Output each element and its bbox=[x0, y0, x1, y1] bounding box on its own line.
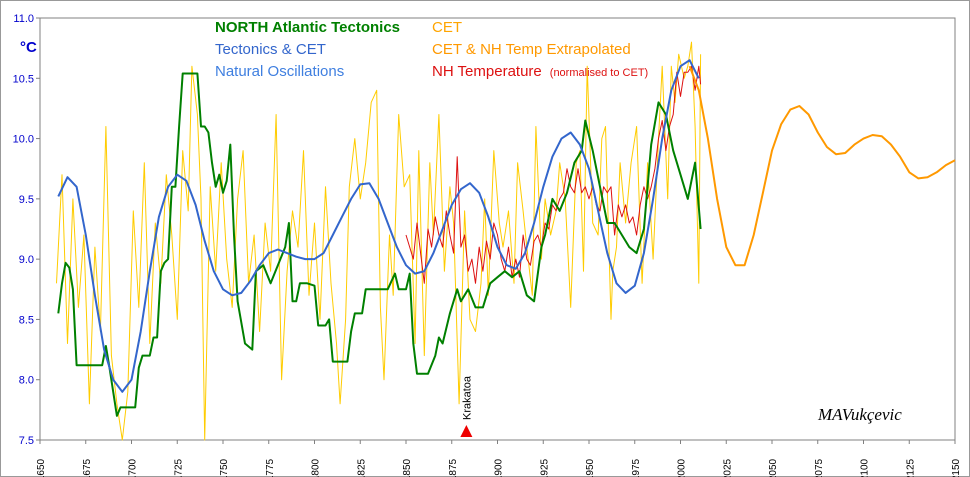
legend-note: (normalised to CET) bbox=[550, 67, 648, 79]
krakatoa-marker bbox=[460, 425, 473, 437]
plot-area bbox=[39, 17, 956, 441]
y-tick-label: 8.0 bbox=[19, 375, 34, 387]
legend-entry: Tectonics & CET bbox=[215, 41, 326, 58]
legend-entry: Natural Oscillations bbox=[215, 63, 344, 80]
legend-entry: NORTH Atlantic Tectonics bbox=[215, 19, 400, 36]
x-tick-label: 1750 bbox=[219, 458, 230, 477]
legend-entry: CET bbox=[432, 19, 462, 36]
legend-entry: NH Temperature bbox=[432, 63, 542, 80]
x-tick-label: 1950 bbox=[585, 458, 596, 477]
x-tick-label: 2025 bbox=[722, 458, 733, 477]
y-axis-label: °C bbox=[20, 39, 37, 56]
x-tick-label: 1975 bbox=[631, 458, 642, 477]
x-tick-label: 1900 bbox=[494, 458, 505, 477]
x-tick-label: 1675 bbox=[82, 458, 93, 477]
series-line bbox=[57, 72, 702, 417]
y-tick-label: 11.0 bbox=[13, 13, 34, 25]
signature: MAVukçevic bbox=[817, 405, 902, 424]
x-tick-label: 2150 bbox=[951, 458, 962, 477]
krakatoa-label: Krakatoa bbox=[461, 375, 473, 420]
series-line bbox=[56, 41, 702, 441]
x-tick-label: 1800 bbox=[311, 458, 322, 477]
y-tick-label: 10.5 bbox=[13, 73, 34, 85]
x-tick-label: 1925 bbox=[539, 458, 550, 477]
y-tick-label: 7.5 bbox=[19, 435, 34, 447]
x-tick-label: 1650 bbox=[36, 458, 47, 477]
x-tick-label: 1725 bbox=[173, 458, 184, 477]
y-tick-label: 9.5 bbox=[19, 194, 34, 206]
x-tick-label: 2075 bbox=[814, 458, 825, 477]
legend-entry: CET & NH Temp Extrapolated bbox=[432, 41, 631, 58]
x-tick-label: 1700 bbox=[128, 458, 139, 477]
x-tick-label: 1875 bbox=[448, 458, 459, 477]
x-tick-label: 2000 bbox=[677, 458, 688, 477]
series-line bbox=[405, 65, 702, 284]
y-tick-label: 8.5 bbox=[19, 314, 34, 326]
x-tick-label: 2100 bbox=[860, 458, 871, 477]
y-tick-label: 10.0 bbox=[13, 134, 34, 146]
series-line bbox=[57, 59, 700, 393]
x-tick-label: 1850 bbox=[402, 458, 413, 477]
x-tick-label: 1825 bbox=[356, 458, 367, 477]
x-tick-label: 2050 bbox=[768, 458, 779, 477]
y-tick-label: 9.0 bbox=[19, 254, 34, 266]
x-tick-label: 1775 bbox=[265, 458, 276, 477]
x-tick-label: 2125 bbox=[905, 458, 916, 477]
series-line bbox=[688, 65, 956, 267]
